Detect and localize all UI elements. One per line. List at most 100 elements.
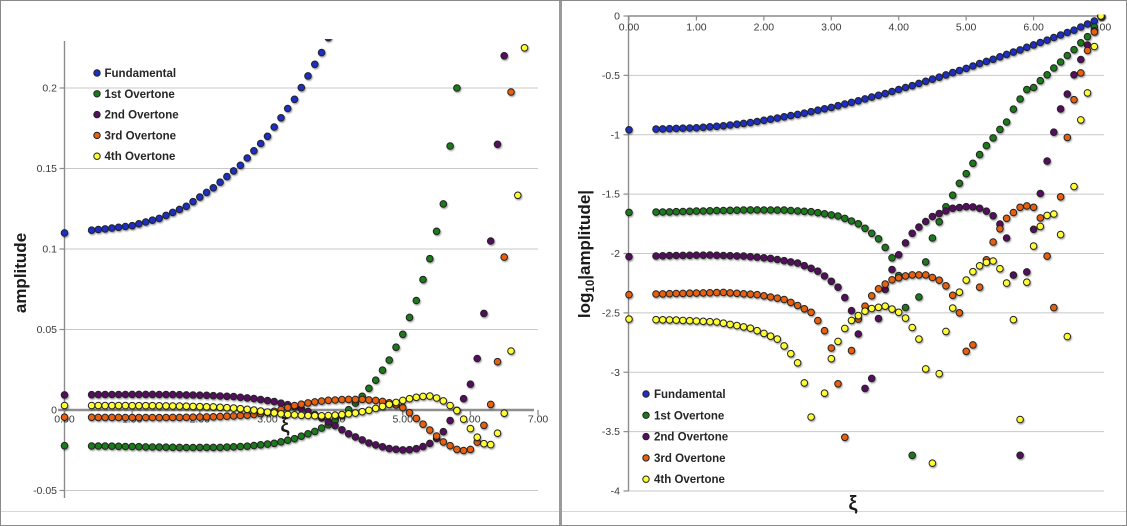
data-point — [827, 277, 836, 286]
data-point — [928, 459, 937, 468]
data-point — [182, 202, 191, 211]
data-point — [344, 430, 353, 438]
log-chart: 0.00 1.00 2.00 3.00 4.00 5.00 6.00 7.000-0.5-1-… — [575, 11, 1111, 516]
data-point — [101, 413, 109, 422]
data-point — [894, 274, 903, 282]
data-point — [1077, 39, 1085, 47]
data-point — [948, 68, 957, 77]
data-point — [739, 252, 748, 260]
data-point — [692, 124, 701, 132]
data-point — [493, 357, 502, 366]
data-point — [128, 390, 136, 399]
data-point — [168, 390, 177, 399]
data-point — [500, 409, 509, 418]
gridlines — [64, 87, 538, 491]
data-point — [155, 390, 163, 399]
data-point — [847, 316, 856, 325]
data-point — [243, 154, 251, 162]
data-point — [332, 20, 339, 27]
x-tick-label: 0.00 — [619, 22, 640, 34]
data-point — [1056, 31, 1065, 39]
data-point — [915, 335, 923, 343]
data-point — [881, 302, 890, 311]
x-tick-label: 4.00 — [889, 22, 910, 34]
data-point — [658, 208, 667, 216]
data-point — [101, 390, 109, 399]
legend-entry: 1st Overtone — [93, 89, 175, 101]
data-point — [894, 251, 903, 259]
data-point — [652, 252, 660, 260]
data-point — [901, 83, 910, 92]
data-point — [202, 403, 211, 411]
data-point — [881, 89, 890, 98]
data-point — [209, 443, 218, 452]
data-point — [942, 327, 950, 336]
data-point — [209, 391, 218, 400]
data-point — [405, 408, 414, 417]
data-point — [297, 432, 306, 441]
data-point — [1023, 202, 1031, 210]
data-point — [229, 167, 238, 175]
data-point — [1077, 69, 1085, 77]
data-point — [915, 271, 923, 279]
data-point — [486, 440, 495, 449]
data-point — [338, 410, 346, 419]
panel-bottom-hairline — [562, 511, 1126, 512]
data-point — [189, 443, 197, 452]
data-point — [256, 441, 265, 449]
data-point — [874, 303, 883, 312]
data-point — [270, 439, 279, 448]
data-point — [800, 305, 809, 313]
data-point — [141, 443, 150, 451]
data-point — [780, 256, 788, 265]
data-point — [121, 401, 130, 410]
y-tick-label: -2 — [611, 248, 620, 260]
data-point — [908, 323, 917, 332]
data-point — [270, 397, 279, 406]
data-point — [793, 259, 802, 267]
data-point — [229, 443, 238, 451]
data-point — [338, 395, 346, 404]
data-point — [1056, 230, 1065, 239]
data-point — [507, 88, 515, 96]
data-point — [928, 212, 937, 221]
data-point — [108, 390, 116, 399]
data-point — [948, 204, 957, 213]
data-point — [365, 406, 373, 415]
data-point — [94, 390, 103, 399]
data-point — [331, 411, 339, 420]
data-point — [1083, 89, 1092, 97]
data-point — [1090, 42, 1099, 51]
data-point — [256, 395, 265, 404]
data-point — [712, 318, 721, 326]
series-1st-overtone — [60, 84, 461, 452]
data-point — [625, 208, 633, 217]
data-point — [459, 394, 468, 403]
data-point — [175, 205, 184, 214]
data-point — [881, 280, 890, 288]
data-point — [1070, 26, 1078, 35]
data-point — [989, 134, 997, 142]
data-point — [942, 207, 950, 215]
data-point — [223, 443, 231, 451]
data-point — [652, 208, 660, 216]
data-point — [679, 207, 687, 216]
data-point — [712, 251, 721, 260]
data-point — [1016, 46, 1024, 54]
data-point — [1036, 38, 1045, 47]
data-point — [1002, 214, 1011, 223]
data-point — [486, 237, 495, 245]
data-point — [1050, 303, 1058, 312]
data-point — [378, 366, 387, 375]
data-point — [405, 313, 414, 322]
data-point — [665, 251, 674, 260]
data-point — [439, 427, 448, 436]
data-point — [881, 243, 890, 252]
data-point — [453, 84, 461, 92]
data-point — [908, 271, 917, 279]
data-point — [901, 303, 910, 312]
data-point — [94, 401, 103, 410]
data-point — [1029, 242, 1038, 250]
data-point — [760, 292, 768, 300]
